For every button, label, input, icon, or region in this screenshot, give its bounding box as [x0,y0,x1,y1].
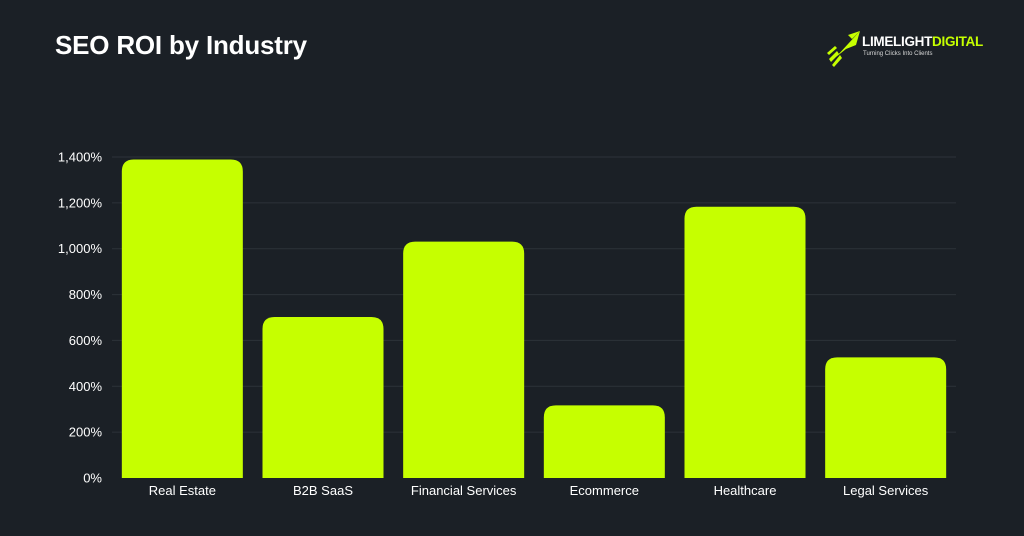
grid-lines [112,156,956,433]
rocket-arrow-icon [827,31,860,67]
logo-wordmark: LIMELIGHTDIGITAL [862,34,983,49]
limelight-digital-logo: LIMELIGHTDIGITAL Turning Clicks Into Cli… [826,27,983,71]
logo-name-part1: LIMELIGHT [862,34,933,49]
x-category-label: Financial Services [411,483,517,498]
x-axis-category-labels: Real Estate B2B SaaS Financial Services Eco… [149,483,929,498]
bars [121,159,947,478]
bar [121,159,243,478]
x-category-label: Real Estate [149,483,216,498]
bar [825,357,947,478]
bar [403,241,525,478]
y-tick-label: 600% [69,333,103,348]
x-category-label: Healthcare [714,483,777,498]
chart-title: SEO ROI by Industry [55,30,307,60]
y-tick-label: 200% [69,425,103,440]
y-tick-label: 0% [83,471,102,486]
y-tick-label: 1,000% [58,241,103,256]
bar [262,317,384,478]
y-tick-label: 1,200% [58,195,103,210]
y-tick-label: 800% [69,287,103,302]
y-axis-tick-labels: 0% 200% 400% 600% 800% 1,000% 1,200% 1,400% [58,150,103,486]
bar [543,405,665,478]
y-tick-label: 1,400% [58,150,103,165]
logo-tagline: Turning Clicks Into Clients [863,51,933,57]
x-category-label: Ecommerce [570,483,639,498]
y-tick-label: 400% [69,379,103,394]
x-category-label: Legal Services [843,483,929,498]
x-category-label: B2B SaaS [293,483,353,498]
bar [684,206,806,478]
logo-name-part2: DIGITAL [932,34,983,49]
